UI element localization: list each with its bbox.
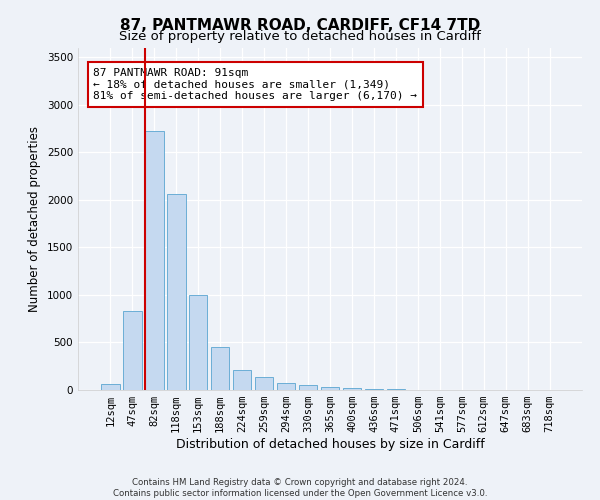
Bar: [101, 384, 119, 390]
Text: Contains HM Land Registry data © Crown copyright and database right 2024.
Contai: Contains HM Land Registry data © Crown c…: [113, 478, 487, 498]
Bar: [299, 385, 317, 390]
Bar: [343, 388, 361, 390]
Y-axis label: Number of detached properties: Number of detached properties: [28, 126, 41, 312]
X-axis label: Distribution of detached houses by size in Cardiff: Distribution of detached houses by size …: [176, 438, 484, 451]
Bar: [320, 386, 340, 390]
Text: 87, PANTMAWR ROAD, CARDIFF, CF14 7TD: 87, PANTMAWR ROAD, CARDIFF, CF14 7TD: [120, 18, 480, 32]
Bar: [277, 384, 295, 390]
Bar: [123, 311, 142, 390]
Bar: [255, 376, 274, 390]
Bar: [233, 370, 251, 390]
Bar: [365, 388, 383, 390]
Text: Size of property relative to detached houses in Cardiff: Size of property relative to detached ho…: [119, 30, 481, 43]
Bar: [211, 347, 229, 390]
Text: 87 PANTMAWR ROAD: 91sqm
← 18% of detached houses are smaller (1,349)
81% of semi: 87 PANTMAWR ROAD: 91sqm ← 18% of detache…: [93, 68, 417, 101]
Bar: [189, 295, 208, 390]
Bar: [145, 131, 164, 390]
Bar: [167, 194, 185, 390]
Bar: [386, 389, 405, 390]
